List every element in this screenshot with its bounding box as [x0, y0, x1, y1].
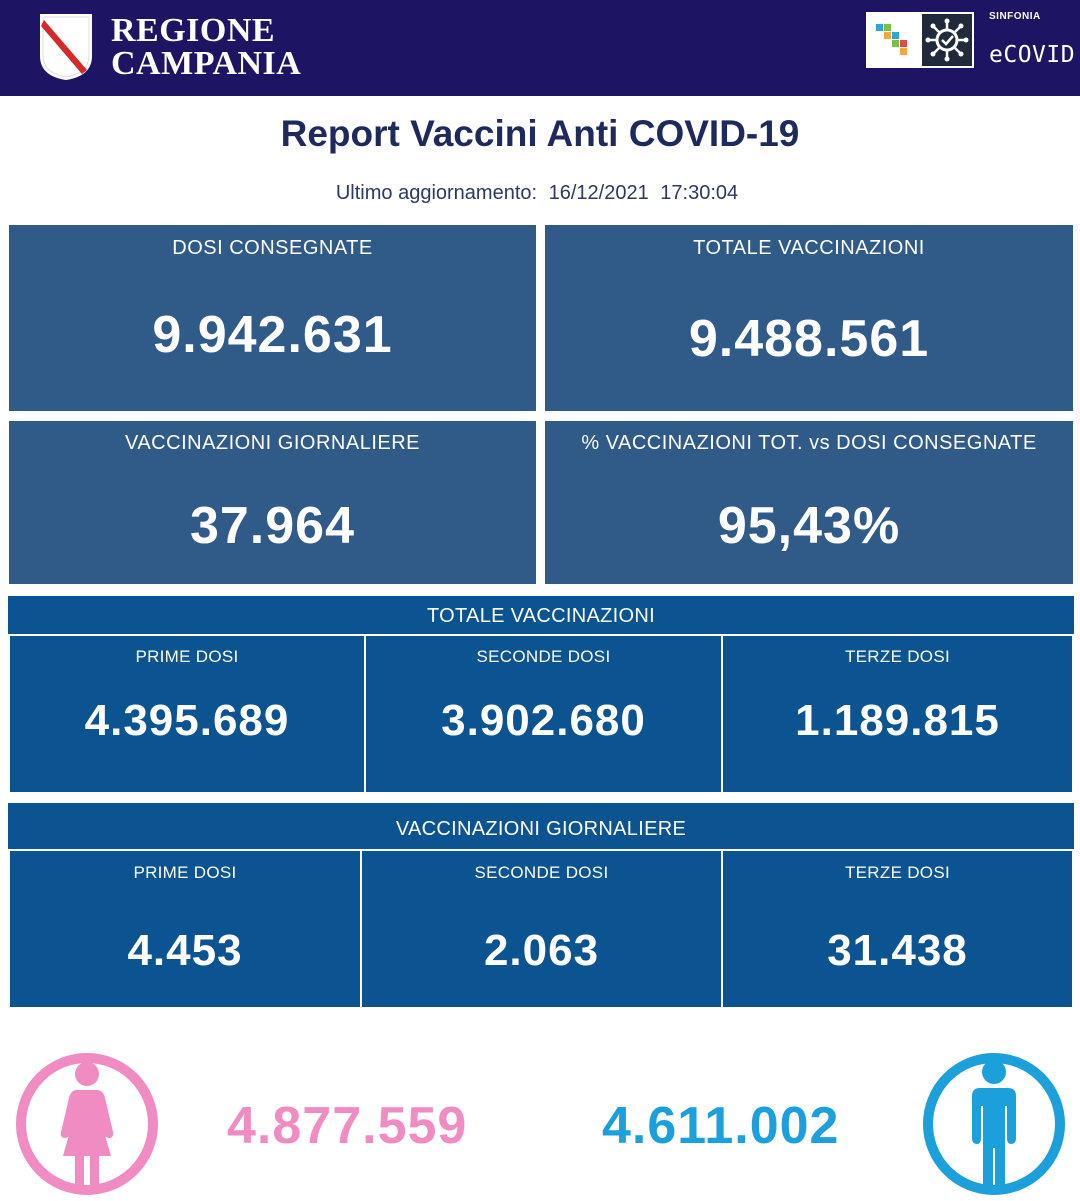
male-value: 4.611.002	[602, 1097, 840, 1155]
female-icon	[16, 1053, 158, 1195]
region-name-line1: REGIONE	[111, 12, 276, 49]
virus-icon-box	[922, 14, 972, 66]
region-shield-logo	[40, 14, 92, 80]
last-updated-label: Ultimo aggiornamento:	[335, 182, 538, 204]
card-dosi-consegnate: DOSI CONSEGNATE 9.942.631	[9, 225, 536, 411]
region-name: REGIONE CAMPANIA	[111, 12, 302, 82]
cell-seconde-dosi: SECONDE DOSI 2.063	[360, 849, 723, 1009]
card-label: % VACCINAZIONI TOT. vs DOSI CONSEGNATE	[581, 432, 1037, 454]
card-value: 9.488.561	[688, 310, 930, 368]
card-vaccinazioni-giornaliere: VACCINAZIONI GIORNALIERE 37.964	[9, 421, 536, 584]
section-vaccinazioni-giornaliere: VACCINAZIONI GIORNALIERE PRIME DOSI 4.45…	[8, 803, 1074, 1009]
cell-terze-dosi: TERZE DOSI 31.438	[721, 849, 1074, 1009]
cell-seconde-dosi: SECONDE DOSI 3.902.680	[364, 634, 723, 794]
cell-label: TERZE DOSI	[844, 647, 950, 666]
card-label: TOTALE VACCINAZIONI	[693, 237, 925, 259]
header-bar: REGIONE CAMPANIA	[0, 0, 1080, 96]
section-title: TOTALE VACCINAZIONI	[427, 605, 655, 627]
male-icon	[923, 1053, 1065, 1195]
card-value: 37.964	[189, 497, 356, 555]
female-value: 4.877.559	[227, 1097, 468, 1155]
last-updated-time: 17:30:04	[660, 182, 739, 204]
card-value: 95,43%	[717, 497, 901, 555]
section-totale-vaccinazioni: TOTALE VACCINAZIONI PRIME DOSI 4.395.689…	[8, 596, 1074, 794]
cell-label: TERZE DOSI	[844, 863, 950, 882]
cell-label: PRIME DOSI	[133, 863, 237, 882]
cell-value: 2.063	[483, 926, 600, 975]
cell-value: 1.189.815	[795, 696, 1000, 745]
virus-icon	[925, 18, 969, 62]
last-updated-date: 16/12/2021	[548, 182, 649, 204]
cell-prime-dosi: PRIME DOSI 4.395.689	[8, 634, 366, 794]
cell-label: PRIME DOSI	[135, 647, 239, 666]
sinfonia-label: SINFONIA	[989, 11, 1041, 22]
cell-prime-dosi: PRIME DOSI 4.453	[8, 849, 362, 1009]
card-label: VACCINAZIONI GIORNALIERE	[124, 432, 420, 454]
card-label: DOSI CONSEGNATE	[172, 237, 373, 259]
cell-value: 4.453	[127, 926, 243, 975]
cell-value: 3.902.680	[441, 696, 646, 745]
cell-label: SECONDE DOSI	[474, 863, 609, 882]
card-percentuale: % VACCINAZIONI TOT. vs DOSI CONSEGNATE 9…	[545, 421, 1073, 584]
sinfonia-grid-icon	[876, 24, 907, 55]
cell-value: 31.438	[827, 926, 968, 975]
last-updated: Ultimo aggiornamento: 16/12/2021 17:30:0…	[0, 182, 1074, 205]
page-title: Report Vaccini Anti COVID-19	[280, 113, 800, 154]
region-name-line2: CAMPANIA	[111, 45, 302, 82]
cell-terze-dosi: TERZE DOSI 1.189.815	[721, 634, 1074, 794]
cell-value: 4.395.689	[84, 696, 290, 745]
sinfonia-logo	[866, 12, 974, 68]
card-totale-vaccinazioni: TOTALE VACCINAZIONI 9.488.561	[545, 225, 1073, 411]
card-value: 9.942.631	[152, 306, 393, 364]
ecovid-label: eCOVID	[989, 42, 1076, 68]
section-title: VACCINAZIONI GIORNALIERE	[395, 818, 687, 840]
cell-label: SECONDE DOSI	[476, 647, 611, 666]
